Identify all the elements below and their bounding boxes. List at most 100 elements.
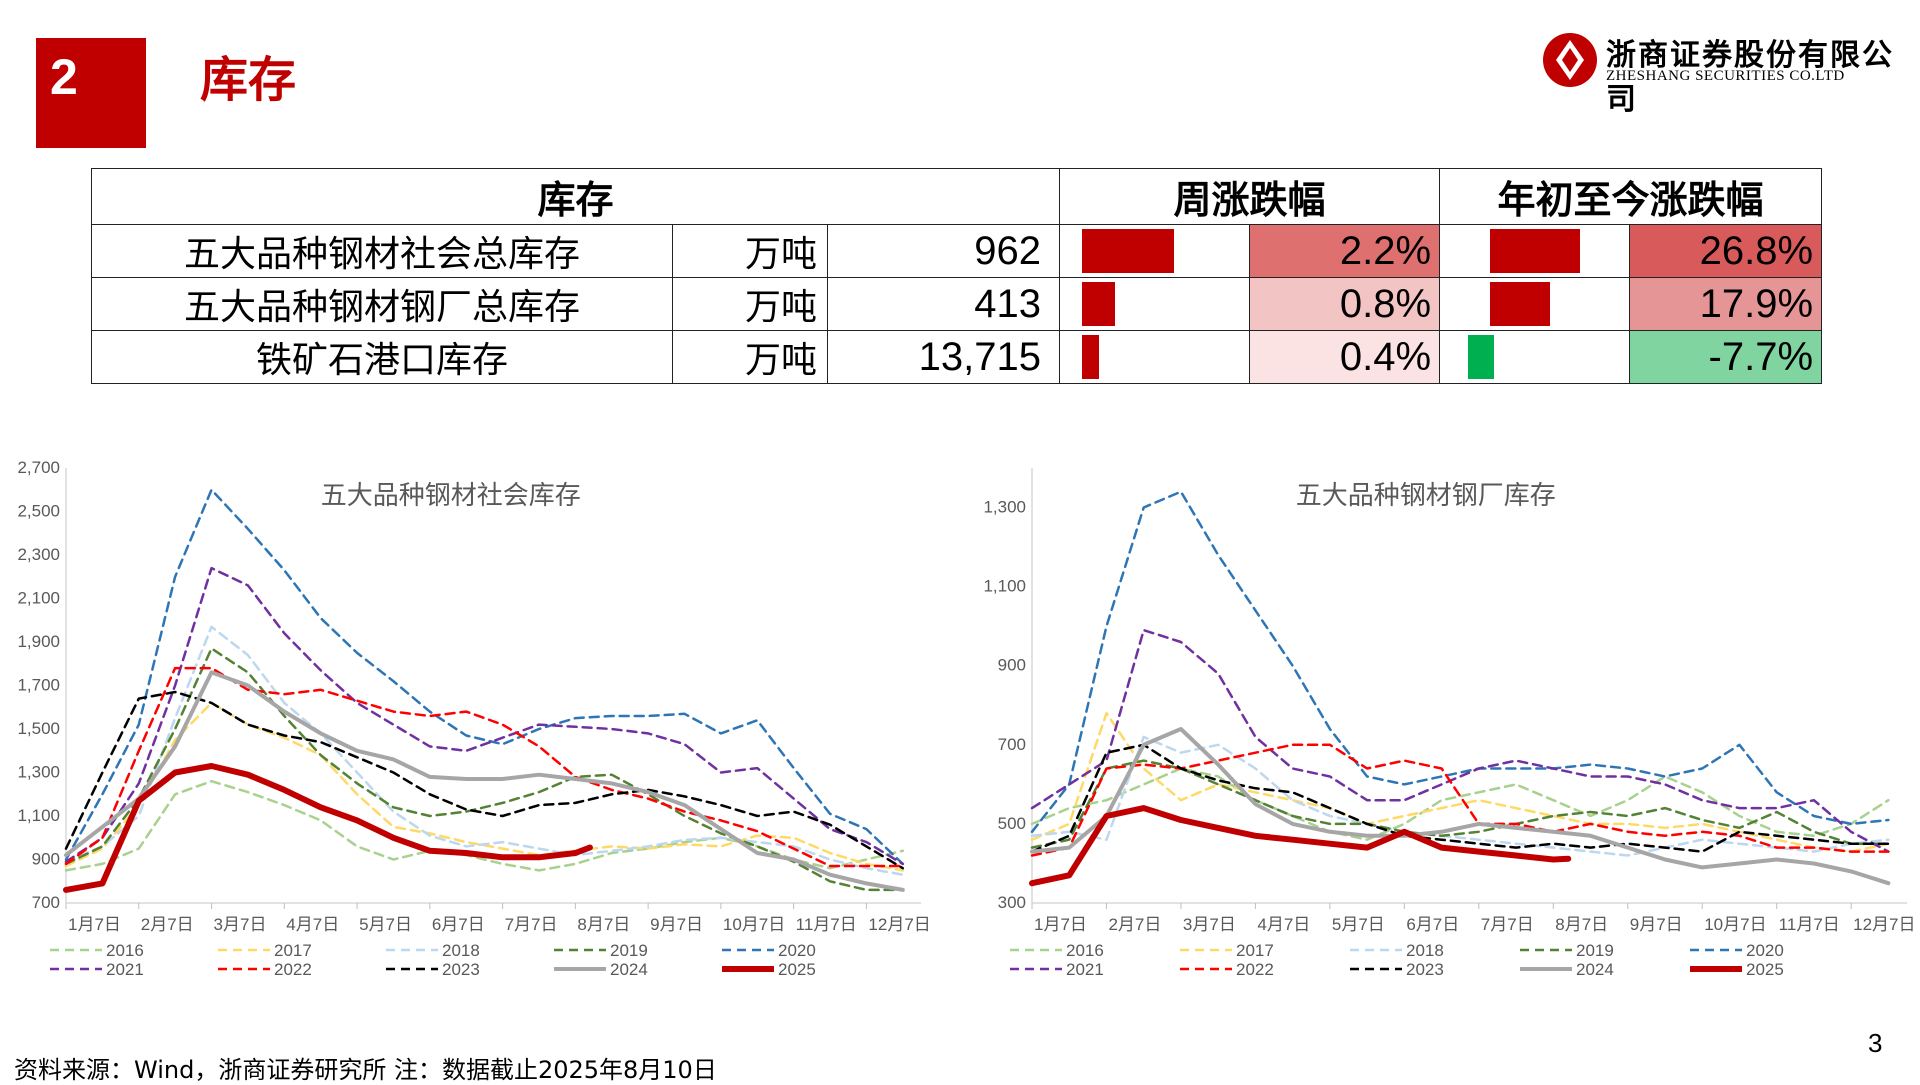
ytd-change-value: -7.7% — [1629, 330, 1823, 384]
x-tick-label: 11月7日 — [796, 915, 857, 934]
table-row: 五大品种钢材钢厂总库存 万吨 413 0.8% 17.9% — [91, 277, 1823, 331]
x-tick-label: 11月7日 — [1779, 915, 1840, 934]
x-tick-label: 8月7日 — [577, 915, 630, 934]
x-tick-label: 8月7日 — [1555, 915, 1608, 934]
series-line-2019 — [64, 647, 905, 892]
x-tick-label: 10月7日 — [1704, 915, 1766, 934]
series-line-2023 — [1030, 743, 1890, 853]
x-tick-label: 1月7日 — [68, 915, 121, 934]
weekly-change-value: 0.8% — [1248, 277, 1441, 331]
legend-label: 2016 — [106, 941, 144, 960]
ytd-bar-cell — [1439, 330, 1631, 384]
y-tick-label: 1,500 — [17, 719, 60, 738]
section-number: 2 — [50, 49, 78, 105]
row-unit: 万吨 — [672, 277, 828, 331]
x-tick-label: 2月7日 — [141, 915, 194, 934]
legend-label: 2020 — [1746, 941, 1784, 960]
legend-label: 2018 — [1406, 941, 1444, 960]
y-tick-label: 700 — [32, 893, 60, 912]
y-tick-label: 900 — [998, 656, 1026, 675]
source-note: 资料来源：Wind，浙商证券研究所 注：数据截止2025年8月10日 — [14, 1056, 717, 1084]
y-tick-label: 2,300 — [17, 545, 60, 564]
series-line-2024 — [64, 670, 905, 892]
weekly-bar — [1082, 229, 1174, 273]
legend-label: 2025 — [1746, 960, 1784, 979]
row-unit: 万吨 — [672, 224, 828, 278]
series-line-2018 — [1030, 735, 1890, 857]
legend-label: 2019 — [1576, 941, 1614, 960]
y-tick-label: 300 — [998, 893, 1026, 912]
legend-label: 2024 — [610, 960, 648, 979]
x-tick-label: 5月7日 — [359, 915, 412, 934]
x-tick-label: 12月7日 — [868, 915, 930, 934]
y-tick-label: 900 — [32, 850, 60, 869]
chart-title: 五大品种钢材社会库存 — [321, 480, 581, 510]
x-tick-label: 12月7日 — [1853, 915, 1915, 934]
x-tick-label: 3月7日 — [214, 915, 267, 934]
legend-label: 2018 — [442, 941, 480, 960]
page-number: 3 — [1868, 1028, 1883, 1058]
x-tick-label: 5月7日 — [1332, 915, 1385, 934]
legend-label: 2025 — [778, 960, 816, 979]
x-tick-label: 7月7日 — [1481, 915, 1534, 934]
y-tick-label: 1,100 — [983, 577, 1026, 596]
y-tick-label: 2,700 — [17, 460, 60, 477]
y-tick-label: 700 — [998, 735, 1026, 754]
series-line-2025 — [1029, 805, 1572, 887]
ytd-bar — [1468, 335, 1494, 379]
x-tick-label: 3月7日 — [1183, 915, 1236, 934]
table-header-row: 库存 周涨跌幅 年初至今涨跌幅 — [91, 168, 1823, 225]
ytd-bar — [1490, 282, 1551, 326]
ytd-change-value: 26.8% — [1629, 224, 1823, 278]
header-inventory: 库存 — [91, 168, 1060, 225]
legend-label: 2022 — [274, 960, 312, 979]
section-number-box — [36, 38, 146, 148]
inventory-table: 库存 周涨跌幅 年初至今涨跌幅 五大品种钢材社会总库存 万吨 962 2.2% … — [91, 168, 1823, 384]
weekly-bar — [1082, 282, 1116, 326]
series-line-2016 — [1030, 767, 1890, 841]
legend-label: 2021 — [1066, 960, 1104, 979]
series-line-2018 — [64, 625, 905, 876]
row-value: 13,715 — [827, 330, 1060, 384]
legend-label: 2022 — [1236, 960, 1274, 979]
y-tick-label: 1,900 — [17, 632, 60, 651]
zheshang-logo-icon — [1543, 33, 1597, 87]
brand-name-en: ZHESHANG SECURITIES CO.LTD — [1606, 68, 1845, 84]
y-tick-label: 2,500 — [17, 502, 60, 521]
weekly-bar-cell — [1059, 277, 1250, 331]
y-tick-label: 1,300 — [17, 763, 60, 782]
legend-label: 2017 — [274, 941, 312, 960]
header-ytd-change: 年初至今涨跌幅 — [1439, 168, 1823, 225]
x-tick-label: 9月7日 — [1630, 915, 1683, 934]
series-line-2022 — [1030, 743, 1890, 857]
row-name: 五大品种钢材社会总库存 — [91, 224, 673, 278]
y-tick-label: 1,100 — [17, 806, 60, 825]
ytd-bar-cell — [1439, 277, 1631, 331]
x-tick-label: 4月7日 — [1257, 915, 1310, 934]
x-tick-label: 9月7日 — [650, 915, 703, 934]
legend-label: 2020 — [778, 941, 816, 960]
weekly-change-value: 0.4% — [1248, 330, 1441, 384]
table-row: 五大品种钢材社会总库存 万吨 962 2.2% 26.8% — [91, 224, 1823, 278]
row-name: 铁矿石港口库存 — [91, 330, 673, 384]
legend-label: 2023 — [1406, 960, 1444, 979]
row-unit: 万吨 — [672, 330, 828, 384]
weekly-bar — [1082, 335, 1099, 379]
series-line-2020 — [1030, 490, 1890, 834]
y-tick-label: 500 — [998, 814, 1026, 833]
mill-inventory-chart: 300 500 700 900 1,100 1,300 1月7日 2月7日 3月7日 4月7日 5月… — [983, 468, 1916, 979]
row-value: 962 — [827, 224, 1060, 278]
series-line-2020 — [64, 488, 905, 866]
ytd-bar-cell — [1439, 224, 1631, 278]
header-weekly-change: 周涨跌幅 — [1058, 168, 1441, 225]
series-line-2021 — [1030, 628, 1890, 853]
y-tick-label: 1,700 — [17, 676, 60, 695]
series-line-2021 — [64, 566, 905, 866]
series-line-2025 — [63, 763, 593, 893]
x-tick-label: 7月7日 — [505, 915, 558, 934]
table-row: 铁矿石港口库存 万吨 13,715 0.4% -7.7% — [91, 330, 1823, 384]
social-inventory-chart: 700 900 1,100 1,300 1,500 1,700 1,900 2,100 2,30… — [17, 460, 930, 979]
legend-label: 2016 — [1066, 941, 1104, 960]
weekly-bar-cell — [1059, 224, 1250, 278]
legend-label: 2017 — [1236, 941, 1274, 960]
